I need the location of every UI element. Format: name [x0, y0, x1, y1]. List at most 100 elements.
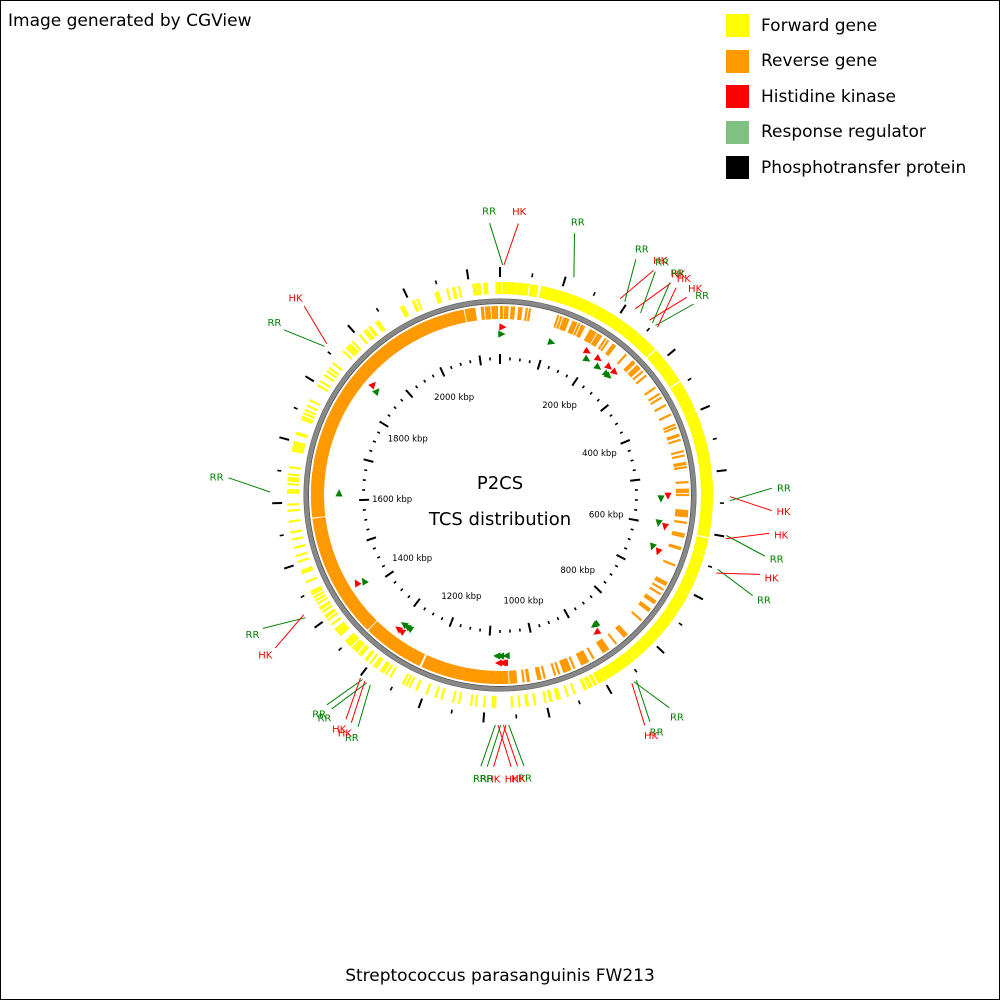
hk-callout-line: [350, 680, 366, 723]
legend-item-reverse-gene: Reverse gene: [726, 44, 966, 80]
reverse-gene-segment: [519, 307, 523, 321]
outer-tick: [700, 404, 711, 411]
forward-gene-segment: [411, 300, 419, 313]
reverse-gene-segment: [654, 577, 667, 587]
hk-marker: [499, 323, 507, 331]
forward-gene-segment: [650, 626, 661, 637]
outer-tick: [465, 269, 470, 280]
forward-gene-segment: [700, 505, 713, 509]
hk-callout-label: HK: [688, 284, 703, 295]
ruler-label: 1000 kbp: [503, 596, 543, 606]
reverse-gene-track: [310, 305, 690, 685]
forward-gene-segment: [697, 456, 710, 461]
reverse-gene-segment: [658, 413, 672, 422]
forward-gene-segment: [635, 337, 645, 348]
ruler-tick: [609, 572, 613, 576]
forward-gene-segment: [652, 356, 664, 366]
forward-gene-segment: [685, 413, 698, 420]
forward-gene-segment: [676, 589, 688, 598]
forward-gene-segment: [658, 616, 670, 626]
forward-gene-segment: [547, 288, 553, 301]
forward-gene-segment: [562, 292, 569, 305]
forward-gene-segment: [624, 327, 634, 339]
forward-gene-segment: [521, 283, 526, 296]
forward-gene-segment: [588, 674, 597, 687]
reverse-gene-segment: [335, 581, 348, 590]
forward-gene-segment: [358, 334, 369, 345]
forward-gene-segment: [642, 635, 653, 646]
reverse-gene-segment: [675, 481, 689, 484]
reverse-gene-segment: [395, 641, 405, 654]
outer-tick: [592, 291, 596, 297]
hk-marker: [498, 659, 507, 667]
forward-gene-segment: [295, 431, 309, 438]
rr-callout-label: RR: [473, 774, 487, 785]
forward-gene-segment: [698, 462, 711, 467]
forward-gene-segment: [485, 282, 489, 295]
reverse-gene-segment: [568, 656, 576, 670]
forward-gene-segment: [632, 334, 643, 346]
forward-gene-segment: [671, 384, 683, 393]
hk-callout-line: [274, 614, 305, 649]
ruler-tick: [603, 580, 607, 584]
reverse-gene-segment: [366, 359, 378, 371]
forward-gene-segment: [700, 503, 713, 506]
rr-callout-line: [640, 271, 656, 314]
forward-gene-segment: [542, 691, 547, 704]
outer-tick: [293, 406, 298, 410]
forward-gene-segment: [602, 312, 611, 324]
forward-gene-segment: [330, 616, 342, 626]
hk-callout-label: HK: [671, 269, 686, 280]
forward-gene-segment: [558, 291, 565, 304]
ruler-tick: [469, 626, 472, 630]
forward-gene-segment: [686, 415, 699, 423]
forward-gene-segment: [563, 685, 570, 698]
rr-callout-line: [283, 329, 325, 347]
forward-gene-segment: [635, 338, 646, 349]
rr-marker: [361, 577, 369, 586]
ruler-tick: [632, 469, 636, 472]
forward-gene-segment: [696, 449, 709, 454]
forward-gene-segment: [688, 563, 701, 570]
reverse-gene-segment: [662, 559, 676, 567]
hk-callout-label: HK: [765, 573, 780, 584]
forward-gene-segment: [547, 689, 553, 702]
rr-callout-line: [357, 684, 371, 728]
forward-gene-segment: [700, 476, 713, 480]
rr-marker: [547, 338, 556, 345]
ruler-tick: [366, 536, 377, 542]
forward-gene-segment: [698, 521, 712, 526]
reverse-gene-segment: [384, 344, 395, 356]
forward-gene-segment: [615, 658, 625, 670]
forward-gene-segment: [346, 634, 357, 645]
forward-gene-segment: [608, 662, 618, 675]
forward-gene-segment: [405, 674, 413, 687]
outer-tick: [646, 327, 651, 332]
ruler-tick: [600, 404, 610, 412]
forward-gene-segment: [591, 305, 600, 318]
forward-gene-segment: [523, 283, 527, 296]
forward-gene-segment: [593, 306, 602, 319]
reverse-gene-segment: [570, 321, 578, 335]
forward-gene-segment: [555, 687, 562, 700]
forward-gene-segment: [295, 432, 308, 439]
outer-tick: [687, 377, 692, 382]
forward-gene-segment: [451, 690, 457, 703]
forward-gene-segment: [525, 694, 529, 707]
forward-gene-segment: [512, 282, 516, 295]
forward-gene-segment: [532, 693, 537, 706]
ruler-tick: [384, 570, 395, 578]
outer-tick: [338, 647, 343, 652]
reverse-gene-segment: [624, 361, 636, 373]
forward-gene-segment: [314, 593, 327, 602]
hk-callout-label: HK: [505, 774, 520, 785]
forward-gene-segment: [690, 556, 703, 562]
forward-gene-segment: [677, 586, 690, 595]
forward-gene-segment: [316, 596, 328, 605]
forward-gene-segment: [344, 632, 356, 643]
outer-tick: [656, 645, 665, 654]
forward-gene-segment: [686, 566, 699, 574]
forward-gene-segment: [592, 306, 601, 318]
forward-gene-segment: [308, 398, 321, 407]
forward-gene-segment: [659, 365, 671, 375]
